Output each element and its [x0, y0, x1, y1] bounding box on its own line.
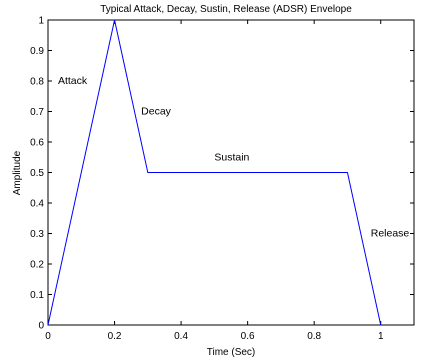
x-tick-label: 1: [378, 331, 384, 342]
y-tick-label: 0.8: [30, 77, 44, 88]
x-tick-label: 0.2: [108, 331, 122, 342]
annotation-decay: Decay: [141, 106, 172, 118]
y-axis-ticks: 0 0.1 0.2 0.3 0.4 0.5 0.6 0.7 0.8 0.9 1: [30, 16, 414, 332]
y-tick-label: 0.5: [30, 168, 44, 179]
x-tick-label: 0.4: [174, 331, 188, 342]
annotation-layer: Attack Decay Sustain Release: [58, 75, 409, 240]
y-tick-label: 0.1: [30, 290, 44, 301]
y-tick-label: 1: [38, 16, 44, 27]
x-tick-label: 0: [45, 331, 51, 342]
y-tick-label: 0.9: [30, 46, 44, 57]
x-tick-label: 0.6: [241, 331, 255, 342]
y-tick-label: 0: [38, 321, 44, 332]
annotation-attack: Attack: [58, 75, 88, 87]
chart-title: Typical Attack, Decay, Sustin, Release (…: [100, 4, 352, 15]
y-tick-label: 0.6: [30, 138, 44, 149]
y-axis-label: Amplitude: [12, 150, 23, 195]
x-axis-ticks: 0 0.2 0.4 0.6 0.8 1: [45, 20, 384, 342]
x-axis-label: Time (Sec): [207, 347, 256, 358]
x-tick-label: 0.8: [307, 331, 321, 342]
y-tick-label: 0.3: [30, 229, 44, 240]
y-tick-label: 0.2: [30, 260, 44, 271]
y-tick-label: 0.7: [30, 107, 44, 118]
envelope-series-line: [47, 19, 382, 326]
annotation-sustain: Sustain: [214, 151, 249, 163]
annotation-release: Release: [371, 228, 410, 240]
y-tick-label: 0.4: [30, 199, 44, 210]
series-layer: [47, 19, 382, 326]
